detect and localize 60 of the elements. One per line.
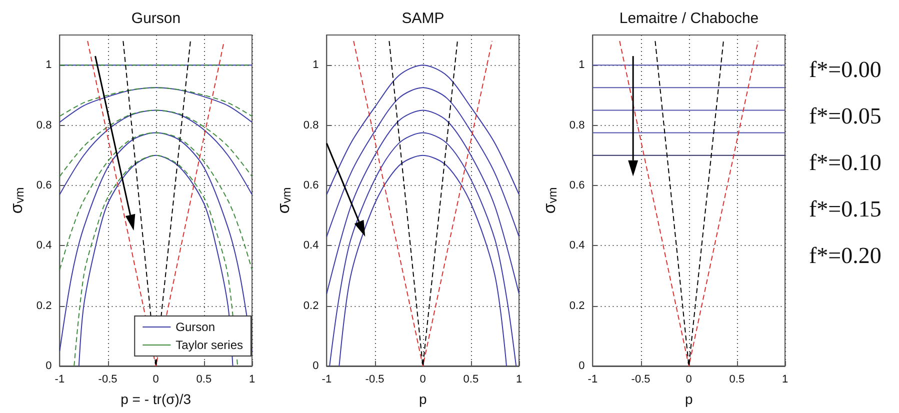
text: f*=0.00 bbox=[809, 57, 882, 82]
x-tick-label: -1 bbox=[54, 374, 65, 386]
text: f*=0.15 bbox=[809, 196, 882, 222]
y-tick-label: 0.2 bbox=[303, 300, 319, 312]
y-tick-label: 0.4 bbox=[36, 240, 52, 252]
x-axis-title: p bbox=[418, 391, 427, 407]
y-tick-label: 0.4 bbox=[303, 240, 319, 252]
y-tick-label: 0 bbox=[312, 360, 319, 372]
line-series bbox=[59, 132, 252, 270]
x-axis-title: p bbox=[684, 391, 693, 407]
text: f*=0.05 bbox=[809, 104, 882, 128]
line-series bbox=[59, 110, 252, 195]
x-tick-label: 1 bbox=[248, 374, 256, 386]
y-tick-label: 0.2 bbox=[569, 300, 585, 312]
legend-label: Gurson bbox=[176, 320, 216, 334]
y-axis-title: σvm bbox=[7, 187, 26, 214]
y-tick-label: 0.4 bbox=[569, 240, 585, 252]
chart-title: Lemaitre / Chaboche bbox=[619, 10, 759, 27]
x-tick-label: -0.5 bbox=[98, 374, 118, 386]
x-tick-label: 1 bbox=[782, 374, 788, 386]
y-tick-label: 0.8 bbox=[36, 119, 52, 132]
x-tick-label: 0 bbox=[420, 374, 426, 386]
x-tick-label: -1 bbox=[322, 374, 332, 386]
x-tick-label: 0.5 bbox=[196, 374, 212, 386]
x-tick-label: 0.5 bbox=[729, 374, 745, 386]
y-tick-label: 0.2 bbox=[36, 300, 52, 312]
y-tick-label: 1 bbox=[46, 59, 52, 72]
y-tick-label: 0.8 bbox=[303, 119, 319, 132]
line-series bbox=[329, 132, 517, 366]
text: f*=0.10 bbox=[809, 150, 882, 175]
y-tick-label: 0.6 bbox=[303, 179, 319, 192]
text: f*=0.20 bbox=[809, 243, 882, 268]
y-tick-label: 0.8 bbox=[569, 119, 585, 132]
x-axis-title: p = - tr(σ)/3 bbox=[120, 391, 192, 407]
line-series bbox=[326, 64, 520, 195]
y-axis-title: σvm bbox=[540, 187, 560, 214]
y-tick-label: 0.6 bbox=[569, 179, 585, 192]
line-series bbox=[59, 132, 252, 352]
x-tick-label: 1 bbox=[516, 374, 522, 386]
y-tick-label: 0 bbox=[578, 360, 585, 372]
chart-title: SAMP bbox=[402, 10, 444, 27]
legend-label: Taylor series bbox=[176, 338, 244, 352]
y-tick-label: 0 bbox=[46, 360, 52, 372]
x-tick-label: 0.5 bbox=[463, 374, 479, 386]
x-tick-label: 0 bbox=[152, 374, 159, 386]
y-tick-label: 1 bbox=[578, 59, 585, 72]
line-series bbox=[326, 87, 520, 238]
y-axis-title: σvm bbox=[274, 187, 294, 214]
chart-title: Gurson bbox=[131, 10, 181, 27]
x-tick-label: -1 bbox=[588, 374, 598, 386]
x-tick-label: -0.5 bbox=[631, 374, 650, 386]
line-series bbox=[338, 154, 507, 366]
x-tick-label: -0.5 bbox=[365, 374, 384, 386]
line-series bbox=[59, 110, 252, 177]
x-tick-label: 0 bbox=[686, 374, 692, 386]
line-series bbox=[59, 87, 252, 123]
y-tick-label: 1 bbox=[312, 59, 319, 72]
y-tick-label: 0.6 bbox=[36, 179, 52, 192]
line-series bbox=[59, 87, 252, 117]
line-series bbox=[326, 110, 520, 294]
